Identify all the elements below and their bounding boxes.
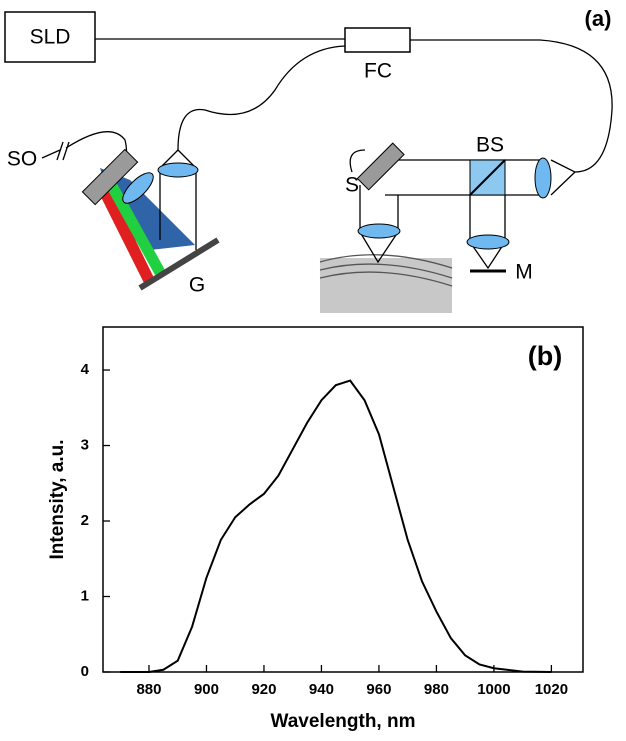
lens <box>534 157 552 199</box>
scanner <box>356 142 405 191</box>
s-label: S <box>345 174 359 197</box>
sld-box <box>4 11 96 63</box>
x-tick-label: 980 <box>424 681 449 698</box>
x-tick-label: 940 <box>309 681 334 698</box>
y-tick-label: 1 <box>81 587 89 604</box>
fiber <box>41 149 61 159</box>
beam-lines <box>385 159 545 196</box>
x-tick-label: 1000 <box>477 681 510 698</box>
y-tick-label: 2 <box>81 512 89 529</box>
panel-label: (b) <box>528 341 562 371</box>
y-tick-label: 0 <box>81 663 89 680</box>
beam-cone <box>550 159 577 196</box>
diagram: SLD FC SO G S BS <box>4 6 613 313</box>
bs-label: BS <box>476 134 504 157</box>
fiber <box>177 45 346 151</box>
lens <box>466 234 510 250</box>
x-tick-label: 900 <box>194 681 219 698</box>
y-axis-label: Intensity, a.u. <box>47 439 68 559</box>
y-tick-label: 4 <box>81 361 90 378</box>
break-mark <box>56 141 70 161</box>
fc-box <box>344 27 411 53</box>
sld-label: SLD <box>30 26 71 49</box>
panel-label: (a) <box>585 6 612 31</box>
beam-lines <box>359 185 506 240</box>
sample <box>320 258 452 313</box>
beam-red <box>100 188 155 285</box>
lens <box>157 162 199 178</box>
detector <box>81 148 139 206</box>
g-label: G <box>189 274 205 297</box>
x-tick-label: 880 <box>136 681 161 698</box>
lens <box>122 172 154 204</box>
spectrum-line <box>120 379 552 673</box>
x-tick-label: 920 <box>251 681 276 698</box>
m-label: M <box>515 261 533 284</box>
so-label: SO <box>7 148 37 171</box>
grating <box>138 237 220 291</box>
beam-cone <box>359 231 399 264</box>
plot-frame <box>102 326 584 673</box>
fiber <box>410 39 613 173</box>
lens <box>357 223 401 239</box>
x-tick-label: 960 <box>366 681 391 698</box>
beam-cone <box>469 241 506 270</box>
beam-lines <box>159 149 197 250</box>
fc-label: FC <box>364 60 392 83</box>
beam-splitter-face <box>469 159 506 196</box>
x-axis-label: Wavelength, nm <box>271 711 416 732</box>
rotation-arrow <box>349 149 366 173</box>
beam-green <box>105 180 165 275</box>
x-tick-label: 1020 <box>535 681 568 698</box>
y-tick-label: 3 <box>81 436 89 453</box>
